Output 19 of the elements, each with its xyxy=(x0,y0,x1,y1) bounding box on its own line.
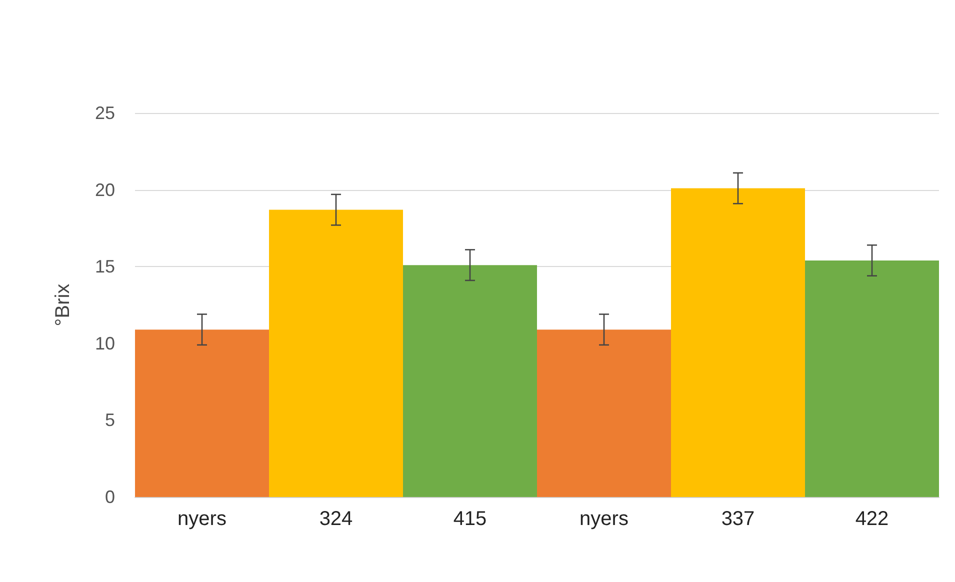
bar xyxy=(671,188,805,497)
bar xyxy=(269,210,403,497)
x-tick-label: 324 xyxy=(319,508,353,530)
y-tick-label: 25 xyxy=(94,103,115,123)
bar xyxy=(135,330,269,497)
y-tick-label: 10 xyxy=(94,333,115,354)
x-tick-label: nyers xyxy=(580,508,628,530)
y-axis-title: °Brix xyxy=(52,284,74,326)
x-tick-label: 337 xyxy=(721,508,755,530)
bar xyxy=(805,260,939,497)
bar xyxy=(403,265,537,497)
y-tick-label: 15 xyxy=(94,256,115,277)
x-tick-label: nyers xyxy=(178,508,226,530)
x-tick-label: 415 xyxy=(453,508,487,530)
x-tick-label: 422 xyxy=(855,508,889,530)
y-tick-label: 0 xyxy=(104,487,115,507)
bar xyxy=(537,330,671,497)
y-tick-label: 20 xyxy=(94,180,115,200)
y-tick-label: 5 xyxy=(104,410,115,430)
